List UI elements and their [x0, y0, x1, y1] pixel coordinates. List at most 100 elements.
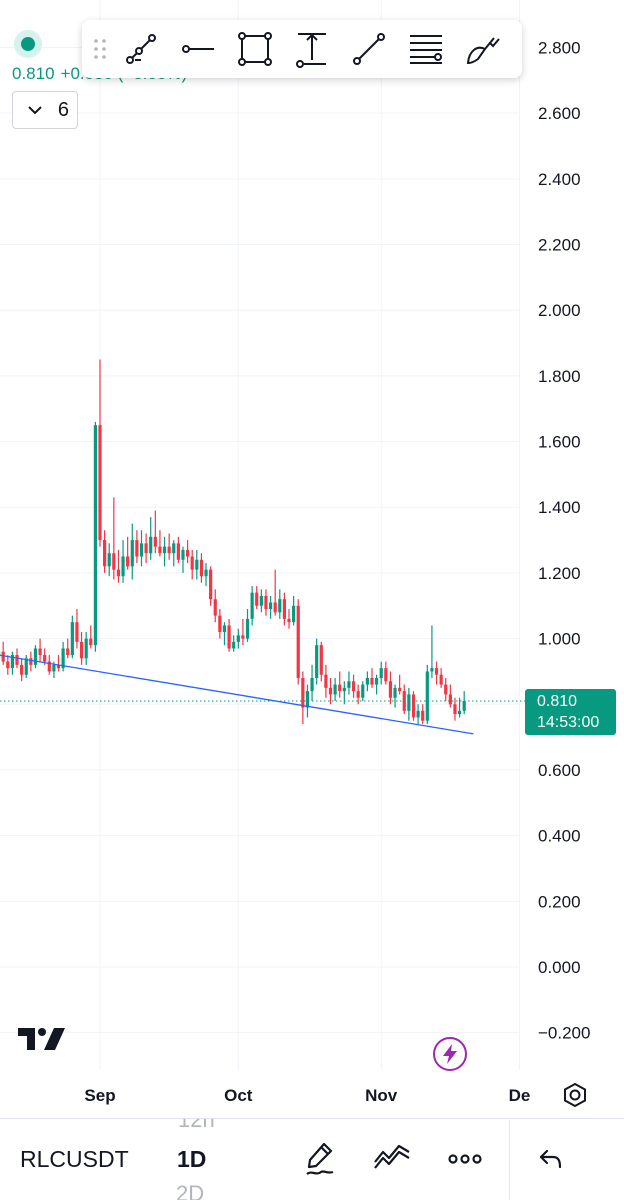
candle	[268, 595, 273, 619]
trend-line-tool[interactable]	[340, 20, 397, 78]
candle	[333, 678, 337, 701]
candle-body	[292, 605, 296, 623]
candle	[434, 661, 439, 685]
candle	[393, 684, 397, 708]
indicators-count: 6	[57, 98, 69, 121]
candle-body	[250, 592, 254, 619]
candle-body	[361, 684, 365, 698]
legend-price: 0.810	[12, 64, 55, 83]
candle-body	[324, 674, 328, 688]
more-options-button[interactable]	[445, 1139, 485, 1179]
candle-body	[273, 602, 277, 613]
horizontal-ray-tool[interactable]	[169, 20, 226, 78]
candle-body	[388, 681, 393, 698]
candle	[10, 651, 15, 675]
brush-icon	[466, 37, 500, 65]
y-tick-label: 2.800	[538, 38, 581, 57]
candle-body	[213, 599, 217, 616]
candle	[282, 592, 286, 626]
candle-body	[241, 635, 245, 639]
candle	[255, 586, 259, 610]
candle	[305, 684, 310, 718]
candle	[273, 569, 277, 616]
candle-body	[444, 684, 448, 695]
candle	[241, 618, 245, 646]
price-chart[interactable]: 2.800 2.600 2.400 2.200 2.000 1.800 1.600 1.400…	[0, 0, 624, 1118]
interval-next-option[interactable]: 2D	[176, 1181, 205, 1200]
candle	[356, 684, 360, 705]
drawing-tools-button[interactable]	[300, 1139, 340, 1179]
candle	[453, 697, 457, 721]
candle	[384, 661, 388, 685]
drag-handle-icon[interactable]	[88, 38, 112, 60]
y-tick-label: −0.200	[538, 1024, 590, 1043]
horizontal-ray-icon	[181, 45, 214, 53]
brush-tool[interactable]	[454, 20, 511, 78]
candle-body	[20, 664, 24, 675]
y-tick-label: 1.000	[538, 630, 581, 649]
candle-body	[144, 543, 148, 554]
interval-prev-option[interactable]: 12h	[178, 1119, 215, 1132]
lightning-button[interactable]	[433, 1037, 467, 1071]
more-dots-icon	[448, 1154, 482, 1164]
chart-settings-icon[interactable]	[560, 1080, 590, 1110]
candle	[158, 530, 162, 557]
trend-angle-tool[interactable]	[112, 20, 169, 78]
candle	[98, 359, 102, 547]
undo-button[interactable]	[531, 1139, 571, 1179]
interval-picker[interactable]: 12h 1D 2D	[170, 1119, 220, 1200]
candle	[24, 655, 28, 679]
candle	[162, 536, 167, 567]
candle-body	[135, 540, 139, 557]
candle	[103, 530, 107, 573]
candle-body	[384, 668, 388, 682]
symbol-selector[interactable]: RLCUSDT	[20, 1146, 129, 1172]
candle	[296, 599, 300, 685]
price-range-tool[interactable]	[283, 20, 340, 78]
candle	[457, 697, 462, 718]
candle	[232, 635, 236, 652]
candle-body	[218, 615, 222, 633]
candle-body	[112, 553, 116, 570]
candle-body	[296, 605, 300, 679]
candle-body	[421, 710, 425, 721]
x-tick-label: Sep	[84, 1086, 115, 1105]
candle-body	[222, 625, 227, 633]
candle-body	[33, 648, 38, 665]
candle	[439, 668, 443, 688]
market-status-indicator[interactable]	[14, 30, 42, 58]
indicators-button[interactable]	[372, 1139, 412, 1179]
candle-body	[15, 655, 19, 665]
candle-body	[43, 655, 47, 662]
candle	[264, 589, 268, 616]
candle	[370, 668, 374, 688]
interval-current[interactable]: 1D	[177, 1146, 207, 1172]
candle	[121, 540, 125, 583]
indicators-toggle-button[interactable]: 6	[12, 91, 78, 129]
price-range-icon	[295, 33, 326, 68]
candle-body	[375, 678, 379, 685]
candle	[139, 530, 144, 567]
candle-body	[70, 622, 74, 656]
candle-body	[379, 668, 383, 679]
candle	[218, 609, 222, 639]
candle-body	[116, 569, 121, 577]
candle-body	[121, 556, 125, 577]
candle	[375, 674, 379, 695]
candle	[38, 638, 42, 662]
parallel-channel-tool[interactable]	[397, 20, 454, 78]
candle-body	[236, 635, 240, 642]
candle	[195, 549, 199, 580]
candle	[29, 651, 33, 672]
candle-body	[24, 658, 28, 675]
candle-body	[347, 681, 351, 688]
candle	[287, 609, 291, 629]
candle-body	[199, 559, 204, 577]
candle-body	[268, 602, 273, 610]
candle-body	[342, 687, 346, 692]
y-tick-label: 2.000	[538, 301, 581, 320]
candle-body	[333, 684, 337, 695]
y-tick-label: 2.400	[538, 170, 581, 189]
candle	[70, 615, 74, 659]
rectangle-tool[interactable]	[226, 20, 283, 78]
